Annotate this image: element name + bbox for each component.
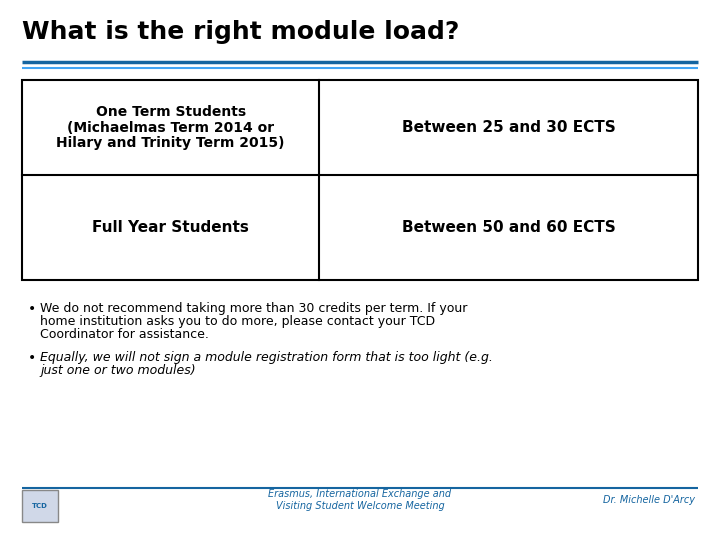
Text: Between 25 and 30 ECTS: Between 25 and 30 ECTS — [402, 120, 616, 135]
Bar — [22, 490, 58, 522]
Text: •: • — [28, 351, 36, 365]
Text: (Michaelmas Term 2014 or: (Michaelmas Term 2014 or — [67, 120, 274, 134]
Text: We do not recommend taking more than 30 credits per term. If your: We do not recommend taking more than 30 … — [40, 302, 467, 315]
Text: home institution asks you to do more, please contact your TCD: home institution asks you to do more, pl… — [40, 315, 435, 328]
Text: Dr. Michelle D'Arcy: Dr. Michelle D'Arcy — [603, 495, 695, 505]
Text: just one or two modules): just one or two modules) — [40, 364, 196, 377]
Bar — [22, 80, 698, 280]
Text: What is the right module load?: What is the right module load? — [22, 20, 459, 44]
Text: Hilary and Trinity Term 2015): Hilary and Trinity Term 2015) — [56, 137, 285, 151]
Text: Equally, we will not sign a module registration form that is too light (e.g.: Equally, we will not sign a module regis… — [40, 351, 493, 364]
Text: •: • — [28, 302, 36, 316]
Text: Erasmus, International Exchange and
Visiting Student Welcome Meeting: Erasmus, International Exchange and Visi… — [269, 489, 451, 511]
Text: One Term Students: One Term Students — [96, 105, 246, 118]
Text: Between 50 and 60 ECTS: Between 50 and 60 ECTS — [402, 220, 616, 235]
Text: Full Year Students: Full Year Students — [92, 220, 249, 235]
Text: Coordinator for assistance.: Coordinator for assistance. — [40, 328, 209, 341]
Text: TCD: TCD — [32, 503, 48, 509]
